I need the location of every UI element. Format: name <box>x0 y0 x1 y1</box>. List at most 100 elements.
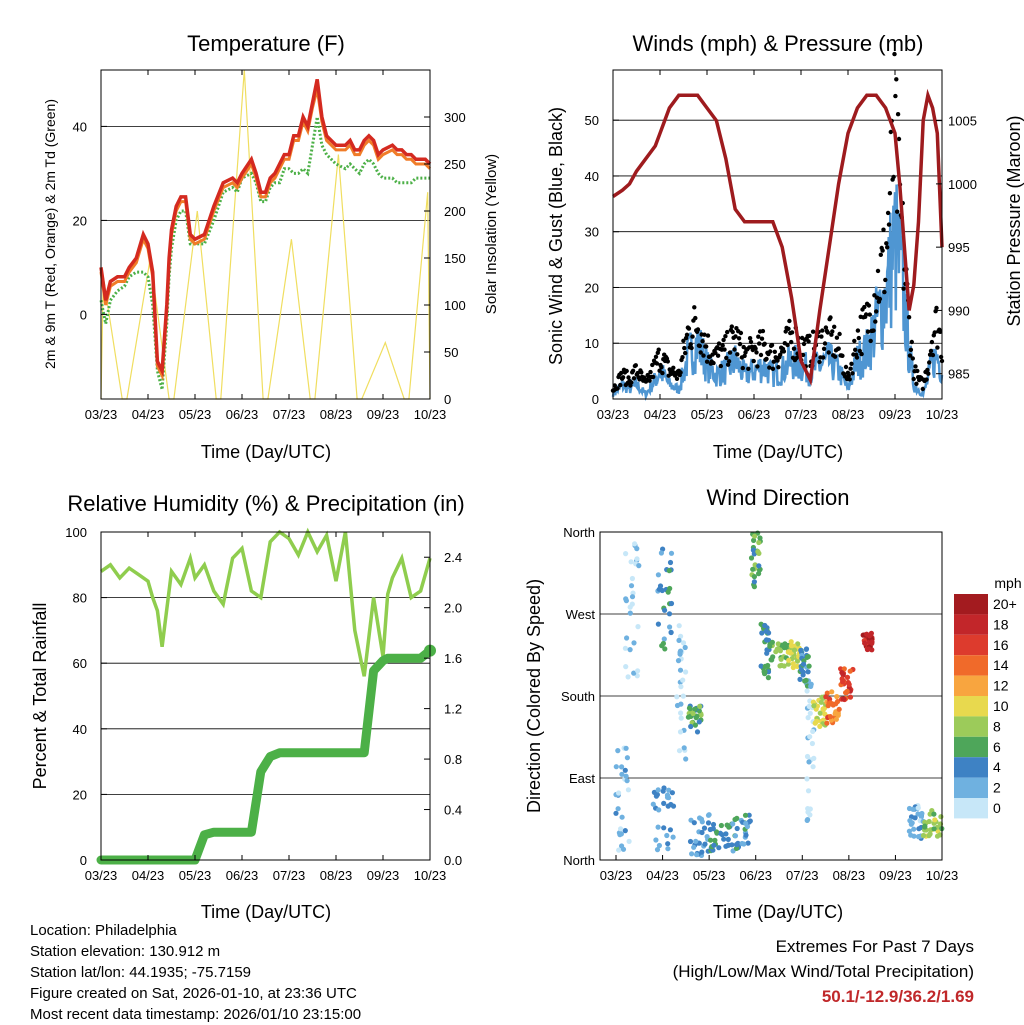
wind-direction-point <box>750 566 756 572</box>
gust-point <box>711 360 716 366</box>
legend-swatch <box>954 634 988 656</box>
wind-direction-point <box>751 537 757 544</box>
x-tick-label: 07/23 <box>273 868 306 883</box>
wind-direction-point <box>635 624 641 630</box>
y-tick-label: 80 <box>73 591 87 606</box>
gust-point <box>698 350 703 355</box>
wind-direction-point <box>810 728 816 735</box>
wind-direction-point <box>827 714 834 720</box>
gust-point <box>837 331 842 337</box>
y2-tick-label: 0.8 <box>444 752 462 767</box>
wind-direction-point <box>625 787 632 793</box>
y2-tick-label: 250 <box>444 157 466 172</box>
x-tick-label: 10/23 <box>414 407 447 422</box>
gust-point <box>817 359 822 365</box>
wind-direction-point <box>634 546 640 552</box>
wind-direction-point <box>676 748 683 754</box>
gust-point <box>862 304 867 310</box>
wind-direction-point <box>824 720 830 726</box>
wind-direction-point <box>661 785 667 791</box>
gust-point <box>928 348 934 354</box>
relative-humidity-line <box>99 527 432 677</box>
wind-direction-cluster <box>730 812 753 854</box>
wind-direction-point <box>780 642 786 648</box>
wind-direction-point <box>623 598 630 604</box>
gust-point <box>695 327 701 332</box>
wind-direction-point <box>708 837 714 843</box>
station-location: Location: Philadelphia <box>30 922 177 939</box>
y-tick-label: 40 <box>73 722 87 737</box>
wind-direction-point <box>619 764 625 770</box>
wind-direction-point <box>655 824 661 830</box>
wind-direction-point <box>718 822 725 829</box>
wind-direction-point <box>775 641 781 647</box>
wind-direction-point <box>705 820 712 826</box>
gust-point <box>821 355 826 360</box>
gust-point <box>762 341 767 346</box>
wind-direction-point <box>730 821 736 827</box>
y2-tick-label: 200 <box>444 204 466 219</box>
wind-direction-point <box>920 832 927 839</box>
gust-point <box>718 363 723 369</box>
legend-swatch <box>954 594 988 615</box>
gust-point <box>769 342 775 348</box>
wind-direction-point <box>804 688 810 694</box>
figure-created: Figure created on Sat, 2026-01-10, at 23… <box>30 985 357 1002</box>
gust-point <box>866 303 872 308</box>
extremes-title: Extremes For Past 7 Days <box>775 937 974 956</box>
wind-direction-point <box>926 833 932 839</box>
wind-direction-point <box>847 694 854 700</box>
wind-direction-point <box>804 753 811 760</box>
wind-direction-point <box>756 563 762 569</box>
gust-point <box>855 328 861 333</box>
wind-direction-point <box>725 842 732 848</box>
temperature-plot-frame <box>100 69 431 400</box>
gust-point <box>865 329 871 334</box>
gust-point <box>926 371 931 376</box>
wind-direction-point <box>680 640 687 646</box>
legend-label: 10 <box>993 698 1009 714</box>
gust-point <box>753 346 758 351</box>
winds-ylabel-right: Station Pressure (Maroon) <box>1004 115 1024 326</box>
winds-xlabel: Time (Day/UTC) <box>713 442 843 462</box>
wind-direction-point <box>810 764 816 770</box>
gust-point <box>723 334 728 339</box>
extremes-subtitle: (High/Low/Max Wind/Total Precipitation) <box>672 962 974 981</box>
wind-direction-point <box>910 806 916 812</box>
wind-direction-point <box>676 637 682 644</box>
wind-direction-panel: Wind Direction North East South West North 03… <box>524 485 1022 922</box>
wind-direction-point <box>732 816 738 823</box>
wind-direction-point <box>788 639 794 645</box>
wind-direction-point <box>658 550 665 556</box>
wind-direction-point <box>693 838 699 844</box>
wind-direction-point <box>833 716 840 722</box>
gust-point <box>895 112 901 117</box>
gust-point <box>863 312 869 317</box>
wind-direction-point <box>765 675 772 681</box>
wind-direction-point <box>786 657 792 663</box>
gust-point <box>615 386 620 391</box>
wind-direction-point <box>805 669 811 675</box>
wind-direction-point <box>841 666 847 672</box>
wind-direction-cluster <box>920 808 945 839</box>
wind-direction-point <box>755 549 761 555</box>
wind-direction-point <box>665 803 671 809</box>
wind-direction-point <box>678 715 684 721</box>
wind-direction-point <box>702 841 708 847</box>
station-pressure-line <box>612 88 944 386</box>
wind-direction-point <box>807 812 813 818</box>
wind-direction-point <box>699 819 705 825</box>
wind-direction-point <box>790 661 796 667</box>
wind-direction-point <box>619 814 625 820</box>
wind-direction-point <box>620 846 627 852</box>
wind-direction-point <box>666 568 672 574</box>
wind-direction-point <box>908 832 914 838</box>
gust-point <box>934 305 939 311</box>
gust-point <box>826 350 831 355</box>
wind-direction-point <box>634 673 640 679</box>
humidity-panel: Relative Humidity (%) & Precipitation (i… <box>30 491 465 922</box>
wind-direction-cluster <box>860 630 875 653</box>
legend-label: 6 <box>993 739 1001 755</box>
wind-direction-point <box>763 637 770 643</box>
